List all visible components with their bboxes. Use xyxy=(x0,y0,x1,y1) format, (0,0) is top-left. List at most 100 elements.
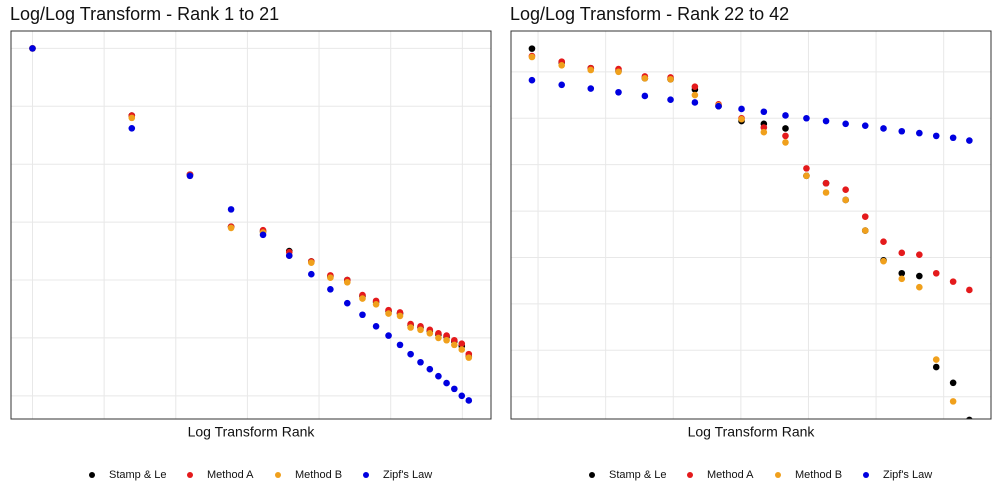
points xyxy=(29,45,473,404)
point xyxy=(803,114,810,122)
point xyxy=(861,213,869,220)
point xyxy=(443,332,450,339)
legend-marker xyxy=(589,472,595,478)
point xyxy=(898,269,906,277)
point xyxy=(451,336,458,344)
point xyxy=(458,340,466,348)
point xyxy=(861,227,869,234)
point xyxy=(966,286,973,294)
chart-title: Log/Log Transform - Rank 1 to 21 xyxy=(10,4,279,24)
point xyxy=(615,88,622,96)
point xyxy=(327,274,334,281)
point xyxy=(641,92,649,100)
point xyxy=(407,324,414,331)
point xyxy=(587,85,595,92)
point xyxy=(760,124,768,131)
legend-label: Stamp & Le xyxy=(609,469,666,481)
point xyxy=(426,329,434,337)
legend-marker xyxy=(775,472,781,478)
point xyxy=(880,238,887,246)
point xyxy=(667,75,674,83)
point xyxy=(842,186,849,194)
point xyxy=(691,99,699,106)
point xyxy=(558,62,566,69)
point xyxy=(417,358,424,366)
point xyxy=(738,115,745,123)
point xyxy=(327,285,334,293)
point xyxy=(417,326,424,334)
point xyxy=(966,137,973,144)
point xyxy=(465,397,473,404)
point xyxy=(285,252,293,259)
legend-label: Method A xyxy=(707,469,754,481)
point xyxy=(949,134,957,142)
point xyxy=(715,102,722,110)
point xyxy=(587,66,595,74)
point xyxy=(949,379,957,387)
point xyxy=(396,312,404,320)
point xyxy=(880,257,887,265)
point xyxy=(128,124,136,132)
point xyxy=(528,53,536,61)
legend-marker xyxy=(187,472,193,478)
legend-marker xyxy=(363,472,369,478)
point xyxy=(842,120,849,128)
x-axis-label: Log Transform Rank xyxy=(188,424,316,440)
point xyxy=(435,372,442,380)
legend-marker xyxy=(89,472,95,478)
point xyxy=(458,392,466,400)
legend-label: Method B xyxy=(795,469,842,481)
legend-label: Zipf's Law xyxy=(883,469,932,481)
point xyxy=(528,76,536,84)
point xyxy=(458,346,466,353)
point xyxy=(343,279,351,286)
point xyxy=(451,341,458,349)
point xyxy=(558,81,566,89)
legend-label: Stamp & Le xyxy=(109,469,166,481)
points xyxy=(528,45,973,419)
point xyxy=(359,311,366,319)
point xyxy=(916,129,923,137)
point xyxy=(932,269,940,277)
point xyxy=(760,128,768,136)
point xyxy=(385,332,392,339)
point xyxy=(343,299,351,307)
point xyxy=(128,114,136,122)
point xyxy=(803,172,810,180)
point xyxy=(528,45,536,52)
point xyxy=(407,350,414,358)
point xyxy=(949,398,957,405)
point xyxy=(842,196,849,204)
point xyxy=(822,179,830,187)
legend-marker xyxy=(275,472,281,478)
point xyxy=(782,112,789,119)
legend-marker xyxy=(687,472,693,478)
point xyxy=(966,416,973,419)
point xyxy=(898,249,906,257)
point xyxy=(949,278,957,285)
point xyxy=(641,75,649,82)
point xyxy=(803,165,810,172)
point xyxy=(916,283,923,291)
legend-marker xyxy=(863,472,869,478)
point xyxy=(396,341,404,349)
legend-label: Method A xyxy=(207,469,254,481)
point xyxy=(29,45,36,52)
point xyxy=(308,259,315,266)
point xyxy=(443,379,450,387)
point xyxy=(308,270,315,278)
point xyxy=(615,68,622,76)
legend-label: Zipf's Law xyxy=(383,469,432,481)
plot-border xyxy=(510,30,992,420)
point xyxy=(932,363,940,371)
point xyxy=(861,122,869,129)
point xyxy=(932,132,940,140)
point xyxy=(465,354,473,361)
point xyxy=(691,83,699,90)
point xyxy=(359,295,366,302)
point xyxy=(916,272,923,280)
point xyxy=(186,172,194,180)
point xyxy=(782,139,789,146)
point xyxy=(227,206,235,213)
point xyxy=(880,125,887,132)
